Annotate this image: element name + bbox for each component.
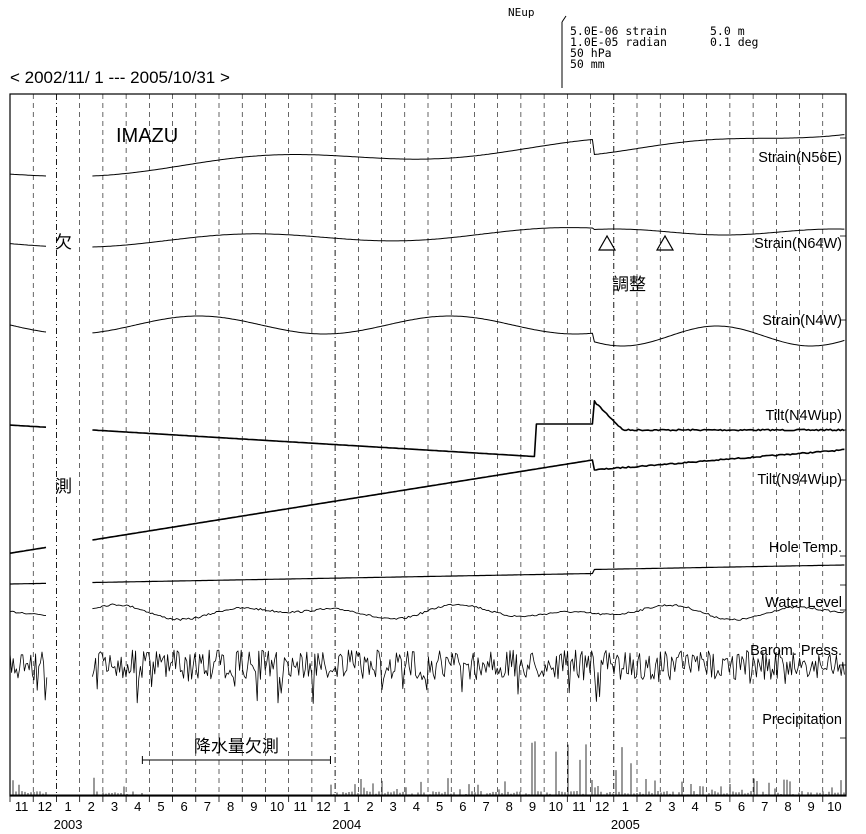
scale-water: 5.0 m bbox=[710, 24, 745, 38]
year-label: 2005 bbox=[611, 817, 640, 832]
adjustment-label: 調整 bbox=[612, 275, 646, 295]
tilt-n94wup-line bbox=[92, 448, 845, 541]
x-tick-label: 5 bbox=[715, 799, 722, 814]
adjustment-marker-icon bbox=[597, 234, 617, 251]
series-traces bbox=[9, 134, 846, 796]
adjustment-marker-icon bbox=[655, 234, 675, 251]
x-tick-label: 4 bbox=[413, 799, 420, 814]
series-label: Tilt(N94Wup) bbox=[757, 472, 842, 488]
strain-n56e-line bbox=[9, 173, 47, 177]
series-labels: Strain(N56E) Strain(N64W) Strain(N4W) Tilt(… bbox=[750, 150, 842, 728]
year-label: 2004 bbox=[332, 817, 361, 832]
month-grid bbox=[32, 94, 846, 796]
x-axis: 11 12 1 2 3 4 5 6 7 8 9 10 11 12 1 2 3 4 5 6 7 8 9 10 11 12 1 2 3 4 5 6… bbox=[9, 796, 842, 832]
x-tick-label: 7 bbox=[761, 799, 768, 814]
scale-temp: 0.1 deg bbox=[710, 35, 759, 49]
x-tick-label: 5 bbox=[157, 799, 164, 814]
scale-strain: 5.0E-06 strain bbox=[570, 24, 667, 38]
series-label: Strain(N64W) bbox=[754, 236, 842, 252]
x-tick-label: 8 bbox=[784, 799, 791, 814]
x-tick-label: 4 bbox=[134, 799, 141, 814]
x-tick-label: 10 bbox=[548, 799, 562, 814]
x-tick-label: 5 bbox=[436, 799, 443, 814]
x-tick-label: 6 bbox=[459, 799, 466, 814]
series-label: Strain(N4W) bbox=[762, 313, 842, 329]
barom-press-line bbox=[92, 649, 845, 704]
strain-n56e-line bbox=[92, 134, 845, 177]
x-tick-label: 2 bbox=[366, 799, 373, 814]
x-tick-label: 2 bbox=[88, 799, 95, 814]
x-tick-label: 7 bbox=[482, 799, 489, 814]
x-tick-label: 9 bbox=[808, 799, 815, 814]
strain-n4w-line bbox=[9, 324, 47, 333]
x-tick-label: 12 bbox=[595, 799, 609, 814]
strain-n64w-line bbox=[9, 243, 47, 247]
water-level-line bbox=[9, 610, 46, 616]
tilt-n4wup-line bbox=[9, 424, 47, 428]
strain-n64w-line bbox=[92, 227, 845, 248]
scale-pressure: 50 hPa bbox=[570, 46, 612, 60]
missing-label-bottom: 測 bbox=[55, 477, 72, 497]
x-tick-label: 1 bbox=[622, 799, 629, 814]
x-tick-label: 7 bbox=[204, 799, 211, 814]
series-label: Strain(N56E) bbox=[758, 150, 842, 166]
x-tick-label: 8 bbox=[227, 799, 234, 814]
x-tick-label: 8 bbox=[506, 799, 513, 814]
x-tick-label: 1 bbox=[64, 799, 71, 814]
x-tick-label: 3 bbox=[668, 799, 675, 814]
x-tick-label: 1 bbox=[343, 799, 350, 814]
hole-temp-line bbox=[10, 582, 46, 585]
x-tick-label: 2 bbox=[645, 799, 652, 814]
x-tick-label: 3 bbox=[390, 799, 397, 814]
x-tick-label: 9 bbox=[250, 799, 257, 814]
missing-label-top: 欠 bbox=[55, 233, 72, 253]
barom-press-line bbox=[9, 651, 48, 701]
water-level-line bbox=[92, 603, 845, 621]
station-label: IMAZU bbox=[116, 125, 178, 147]
hole-temp-line bbox=[92, 564, 845, 584]
scale-row: 5.0E-06 strain 5.0 m bbox=[570, 24, 758, 38]
x-tick-label: 11 bbox=[15, 799, 29, 814]
x-tick-label: 11 bbox=[572, 799, 586, 814]
series-label: Tilt(N4Wup) bbox=[765, 408, 842, 424]
x-tick-label: 10 bbox=[270, 799, 284, 814]
period-label: < 2002/11/ 1 --- 2005/10/31 > bbox=[10, 68, 230, 87]
x-tick-label: 10 bbox=[827, 799, 841, 814]
strain-n4w-line bbox=[92, 315, 845, 347]
scale-tilt: 1.0E-05 radian bbox=[570, 35, 667, 49]
x-tick-label: 6 bbox=[738, 799, 745, 814]
tilt-n4wup-line bbox=[92, 400, 845, 458]
x-tick-label: 11 bbox=[294, 799, 308, 814]
x-tick-label: 3 bbox=[111, 799, 118, 814]
scale-legend: 5.0E-06 strain 5.0 m 1.0E-05 radian 0.1 de… bbox=[570, 24, 759, 71]
x-tick-label: 6 bbox=[181, 799, 188, 814]
x-tick-label: 4 bbox=[691, 799, 698, 814]
x-tick-label: 12 bbox=[38, 799, 52, 814]
series-label: Water Level bbox=[765, 595, 842, 611]
scale-row: 50 hPa bbox=[570, 46, 758, 60]
tilt-n94wup-line bbox=[9, 546, 47, 554]
year-label: 2003 bbox=[54, 817, 83, 832]
scale-row: 1.0E-05 radian 0.1 deg bbox=[570, 35, 759, 49]
x-tick-label: 9 bbox=[529, 799, 536, 814]
scale-row: 50 mm bbox=[570, 57, 758, 71]
series-label: Barom. Press. bbox=[750, 643, 842, 659]
scale-precip: 50 mm bbox=[570, 57, 605, 71]
north-east-up-label: NEup bbox=[508, 6, 535, 19]
series-label: Precipitation bbox=[762, 712, 842, 728]
north-arrow-icon bbox=[561, 15, 567, 23]
x-tick-label: 12 bbox=[316, 799, 330, 814]
series-label: Hole Temp. bbox=[769, 540, 842, 556]
precip-missing-label: 降水量欠測 bbox=[194, 737, 279, 757]
